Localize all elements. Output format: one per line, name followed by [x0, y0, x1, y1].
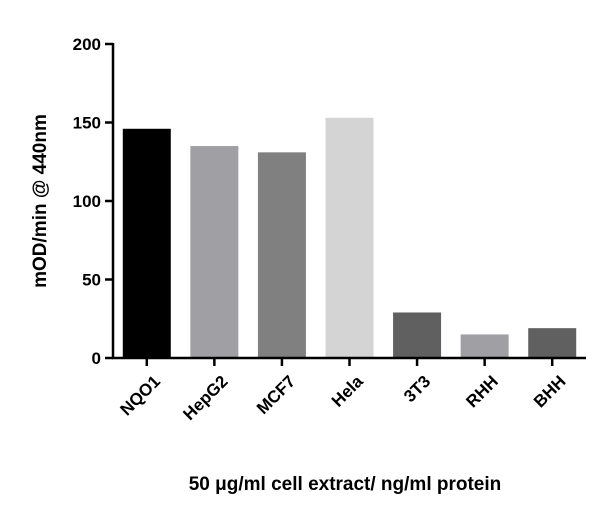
y-tick-label: 100	[73, 192, 101, 211]
x-tick-label: MCF7	[253, 372, 299, 418]
bar	[460, 334, 509, 358]
x-tick-label: HepG2	[179, 372, 231, 424]
y-tick-label: 150	[73, 114, 101, 133]
y-axis-title: mOD/min @ 440nm	[30, 114, 51, 288]
bar	[393, 312, 442, 358]
x-tick-label: NQO1	[117, 372, 165, 420]
bar	[528, 328, 577, 358]
y-tick-label: 0	[92, 349, 101, 368]
y-tick-label: 50	[82, 271, 101, 290]
bar	[257, 152, 306, 358]
bar	[190, 146, 239, 358]
bar	[325, 117, 374, 358]
x-tick-label: Hela	[328, 371, 367, 410]
x-tick-label: 3T3	[400, 372, 434, 406]
y-tick-label: 200	[73, 35, 101, 54]
x-tick-label: BHH	[530, 372, 569, 411]
x-axis-title: 50 μg/ml cell extract/ ng/ml protein	[189, 474, 502, 495]
bar	[122, 128, 171, 358]
x-tick-label: RHH	[462, 372, 501, 411]
